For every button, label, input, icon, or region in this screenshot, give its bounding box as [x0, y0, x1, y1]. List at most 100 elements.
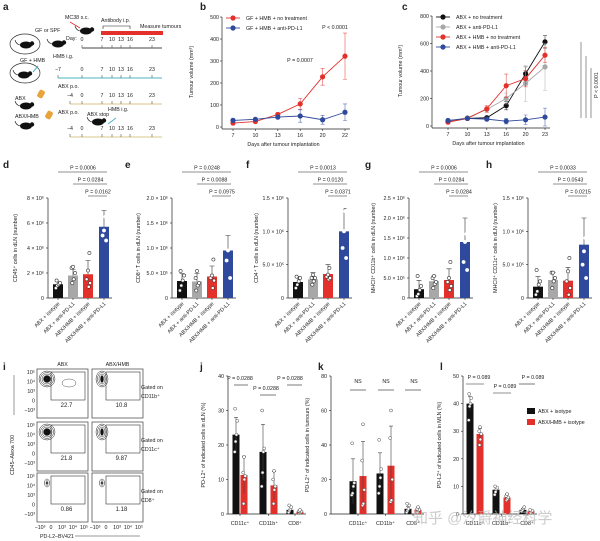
mouse-body	[80, 27, 92, 35]
data-point	[528, 508, 532, 512]
panel-letter-k: k	[318, 362, 324, 373]
p-value-label: P = 0.0371	[325, 190, 351, 196]
y-axis-label: CD45⁺ cells in dLN (number)	[13, 214, 19, 282]
gate-percentage: 0.86	[61, 507, 73, 513]
y-tick-label: −10³	[24, 408, 35, 414]
data-point	[342, 229, 346, 234]
bar	[492, 489, 500, 514]
bar	[99, 226, 109, 298]
p-value-label: P = 0.0006	[431, 166, 457, 172]
data-point	[522, 505, 527, 509]
chart-panel-c: 0 200 400 600 800 7 10 13 16 20 23 Days after tumou…	[398, 14, 600, 147]
bar	[466, 403, 474, 514]
data-point	[197, 281, 202, 285]
data-point	[272, 469, 276, 473]
timeline-day: 16	[127, 37, 133, 43]
x-tick-label: 0	[105, 525, 108, 531]
y-axis-label: PD-L2⁺ of indicated cells in tumours (%)	[305, 398, 311, 493]
data-point	[310, 282, 315, 287]
gate-percentage: 22.7	[61, 403, 73, 409]
data-point	[313, 276, 318, 280]
y-tick-label: 10³	[27, 442, 35, 448]
y-tick-label: 20	[453, 457, 459, 463]
data-point	[242, 477, 247, 482]
y-tick-label: 200	[420, 97, 429, 103]
bar	[53, 284, 63, 298]
x-tick-label: 7	[447, 132, 450, 138]
x-tick-label: 16	[503, 132, 509, 138]
x-tick-label: −10³	[35, 525, 46, 531]
error-bar	[361, 441, 365, 511]
data-point	[566, 269, 570, 274]
data-point	[534, 292, 538, 297]
legend-label: ABX + HMB + no treatment	[456, 35, 521, 41]
y-tick-label: 10⁵	[27, 370, 35, 376]
panel-letter-j: j	[199, 362, 203, 373]
chart-panel-e: 0 5.0 × 10⁵ 1.0 × 10⁶ 1.5 × 10⁶ 2.0 × 10⁶ CD8…	[136, 166, 236, 344]
mouse-head	[29, 41, 35, 46]
data-point	[416, 505, 420, 509]
data-point	[243, 474, 248, 478]
gate-rectangle	[105, 475, 141, 505]
y-tick-label: 400	[420, 69, 429, 75]
data-point	[298, 276, 303, 280]
x-tick-label: 10	[464, 132, 470, 138]
x-axis-label: PD-L2–BV421	[40, 534, 74, 540]
data-point	[523, 75, 529, 82]
p-value-label: P = 0.0013	[310, 166, 336, 172]
data-point	[445, 117, 451, 124]
legend-marker	[440, 14, 446, 20]
mouse-tail	[86, 116, 93, 123]
schematic-panel-a: MC38 s.c. Antibody i.p. Measure tumours GF …	[9, 15, 182, 138]
chart-panel-d: 0 2 × 10⁶ 4 × 10⁶ 6 × 10⁶ 8 × 10⁶ CD45⁺ cells…	[13, 166, 112, 344]
data-point	[287, 503, 291, 508]
p-value-label: P < 0.0001	[594, 72, 600, 98]
y-tick-label: 2.5 × 10⁶	[384, 196, 405, 202]
y-tick-label: 5.0 × 10⁵	[263, 263, 285, 269]
p-value-label: P = 0.0033	[550, 166, 576, 172]
data-point	[567, 256, 572, 260]
antibiotic-bottle-icon	[37, 89, 45, 99]
y-tick-label: 600	[420, 42, 429, 48]
contour	[100, 375, 104, 383]
timeline-day: −4	[67, 126, 73, 132]
legend-marker	[230, 15, 236, 21]
mouse-icon	[14, 120, 35, 130]
data-point	[478, 437, 483, 442]
contour	[98, 373, 106, 385]
data-point	[211, 257, 216, 262]
mouse-head	[27, 71, 33, 76]
panel-letter-g: g	[365, 160, 371, 171]
data-point	[447, 288, 452, 292]
data-point	[503, 118, 509, 124]
timeline-day: 0	[81, 67, 84, 73]
data-point	[327, 266, 332, 270]
y-tick-label: 1.5 × 10⁶	[263, 196, 284, 202]
y-tick-label: 2 × 10⁶	[27, 271, 44, 277]
data-point	[523, 117, 529, 123]
timeline-day: 16	[127, 93, 133, 99]
y-tick-label: −10³	[24, 512, 35, 518]
legend-label: ABX + HMB + anti-PD-L1	[456, 45, 516, 51]
data-point	[71, 277, 76, 282]
data-point	[388, 436, 392, 440]
timeline-day: 13	[118, 67, 124, 73]
gf-spf-label: GF or SPF	[35, 28, 61, 34]
data-point	[344, 256, 349, 260]
panel-letter-e: e	[125, 160, 131, 171]
x-tick-label: 10⁴	[69, 525, 78, 531]
data-point	[479, 432, 484, 436]
data-point	[180, 278, 185, 283]
data-point	[193, 276, 198, 280]
y-tick-label: 0	[216, 125, 219, 131]
data-point	[542, 52, 548, 58]
x-tick-label: −10³	[90, 525, 101, 531]
p-value-label: P = 0.0007	[287, 58, 313, 64]
data-point	[87, 251, 92, 255]
timeline-day: 10	[109, 93, 115, 99]
mouse-icon	[14, 100, 35, 110]
abx-stop-label: ABX stop	[87, 112, 109, 118]
bar	[293, 282, 303, 298]
